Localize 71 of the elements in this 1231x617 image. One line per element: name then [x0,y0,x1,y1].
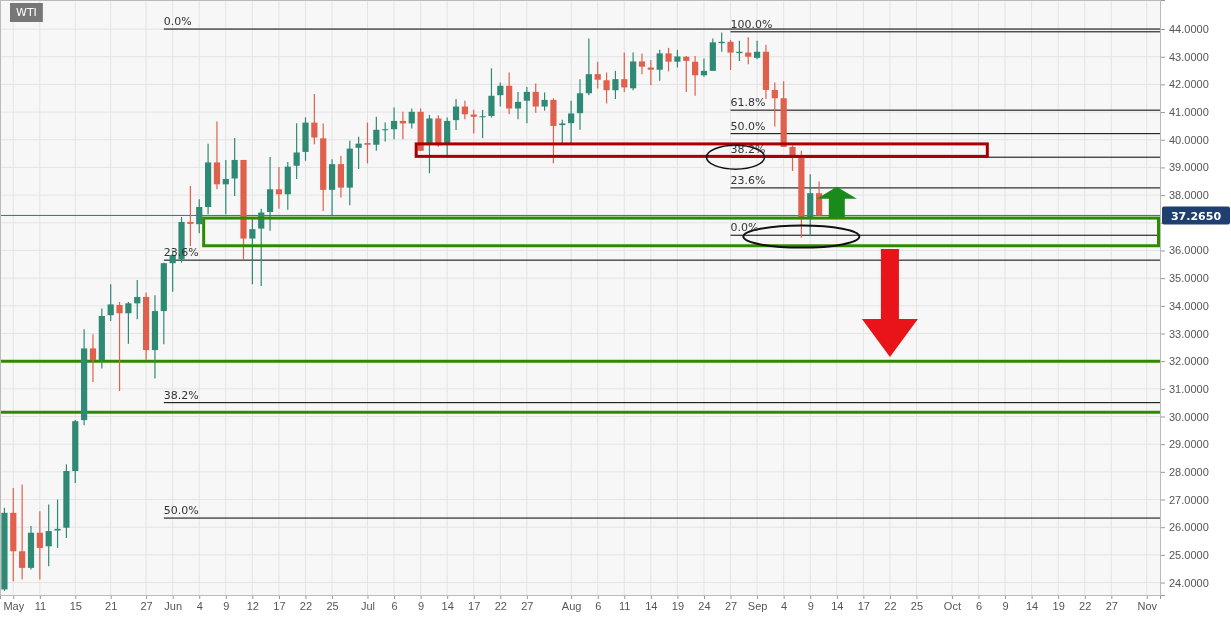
x-tick-label: May [3,599,25,612]
x-tick-label: 22 [494,599,507,612]
x-tick-label: 22 [884,599,897,612]
x-tick-label: 14 [441,599,454,612]
x-tick-label: 6 [595,599,602,612]
y-tick-label: 28.0000 [1169,465,1209,478]
ref-line-label: 37.2650 [1170,209,1222,223]
y-tick-label: 26.0000 [1169,521,1209,534]
x-tick-label: 25 [326,599,339,612]
x-tick-label: 22 [299,599,313,612]
x-tick-label: 11 [34,599,47,612]
y-tick-label: 24.0000 [1169,576,1209,589]
y-tick-label: 39.0000 [1169,161,1209,174]
x-tick-label: 4 [781,599,788,612]
y-tick-label: 30.0000 [1169,410,1209,423]
x-tick-label: 9 [1002,599,1009,612]
x-tick-label: 27 [521,599,534,612]
x-tick-label: Jun [164,599,183,612]
y-tick-label: 38.0000 [1169,189,1209,202]
y-tick-label: 25.0000 [1169,548,1209,561]
x-tick-label: Aug [561,599,582,612]
x-tick-label: 4 [196,599,203,612]
x-tick-label: 21 [105,599,118,612]
x-tick-label: 17 [273,599,286,612]
y-tick-label: 44.0000 [1169,23,1209,36]
x-tick-label: 19 [1052,599,1065,612]
y-tick-label: 31.0000 [1169,382,1209,395]
x-tick-label: Sep [747,599,768,612]
x-tick-label: Oct [943,599,961,612]
x-tick-label: Nov [1137,599,1158,612]
y-tick-label: 42.0000 [1169,78,1209,91]
annotation: 61.8% [730,96,766,110]
y-tick-label: 40.0000 [1169,133,1209,146]
annotation: 100.0% [730,17,773,31]
y-tick-label: 41.0000 [1169,106,1209,119]
x-tick-label: 17 [468,599,481,612]
x-tick-label: 9 [807,599,814,612]
x-tick-label: 11 [619,599,631,612]
x-tick-label: 14 [831,599,844,612]
x-tick-label: 15 [69,599,82,612]
x-tick-label: 24 [698,599,711,612]
x-tick-label: 27 [140,599,153,612]
x-tick-label: 17 [857,599,870,612]
x-tick-label: 27 [1105,599,1118,612]
y-tick-label: 35.0000 [1169,272,1209,285]
y-tick-label: 33.0000 [1169,327,1209,340]
x-tick-label: 14 [1025,599,1039,612]
x-tick-label: 6 [391,599,398,612]
annotation: 0.0% [730,221,759,235]
y-tick-label: 32.0000 [1169,355,1209,368]
annotation: 38.2% [163,388,199,402]
x-tick-label: 25 [910,599,924,612]
y-tick-label: 43.0000 [1169,50,1209,63]
x-tick-label: 27 [724,599,738,612]
text: WTI [16,6,37,19]
y-tick-label: 27.0000 [1169,493,1209,506]
x-tick-label: 6 [975,599,983,612]
x-tick-label: 9 [223,599,230,612]
annotation: 50.0% [730,119,766,133]
annotation: 0.0% [163,15,192,29]
x-tick-label: 9 [418,599,425,612]
x-tick-label: 19 [671,599,685,612]
annotation: 50.0% [163,504,199,518]
annotation: 23.6% [730,173,766,187]
y-tick-label: 36.0000 [1169,244,1209,257]
x-tick-label: 22 [1079,599,1092,612]
x-tick-label: Jul [360,599,376,612]
y-tick-label: 29.0000 [1169,438,1209,451]
x-tick-label: 14 [645,599,658,612]
y-tick-label: 34.0000 [1169,299,1209,312]
x-tick-label: 12 [246,599,259,612]
